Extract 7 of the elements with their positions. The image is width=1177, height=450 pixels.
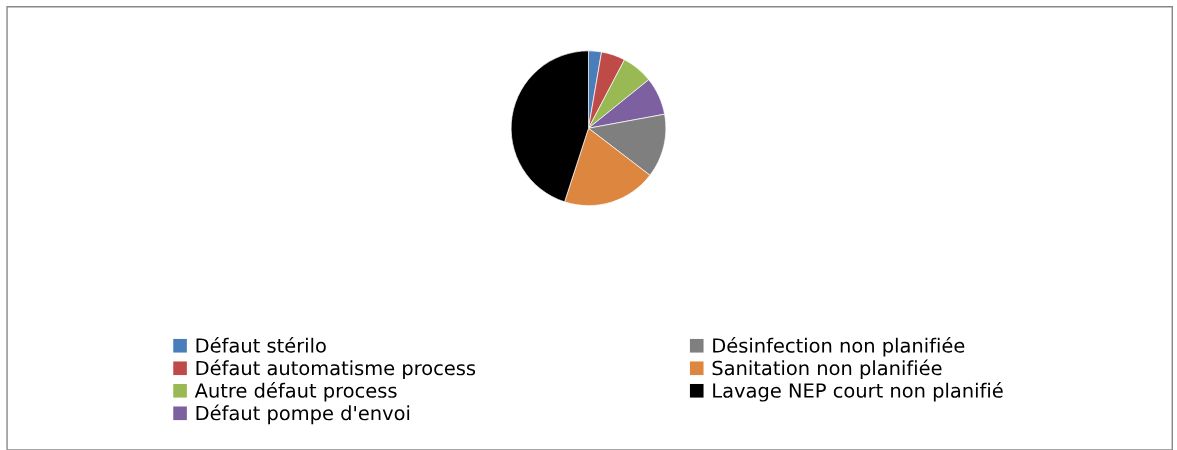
legend-label: Désinfection non planifiée bbox=[713, 337, 965, 357]
legend-label: Défaut stérilo bbox=[196, 337, 326, 353]
legend-label: Défaut automatisme process bbox=[196, 359, 476, 380]
legend-label: Défaut pompe d'envoi bbox=[196, 404, 410, 425]
legend-label: Lavage NEP court non planifié bbox=[713, 382, 1003, 402]
legend-label: Sanitation non planifiée bbox=[712, 359, 942, 380]
legend-label: Autre défaut process bbox=[194, 382, 397, 402]
